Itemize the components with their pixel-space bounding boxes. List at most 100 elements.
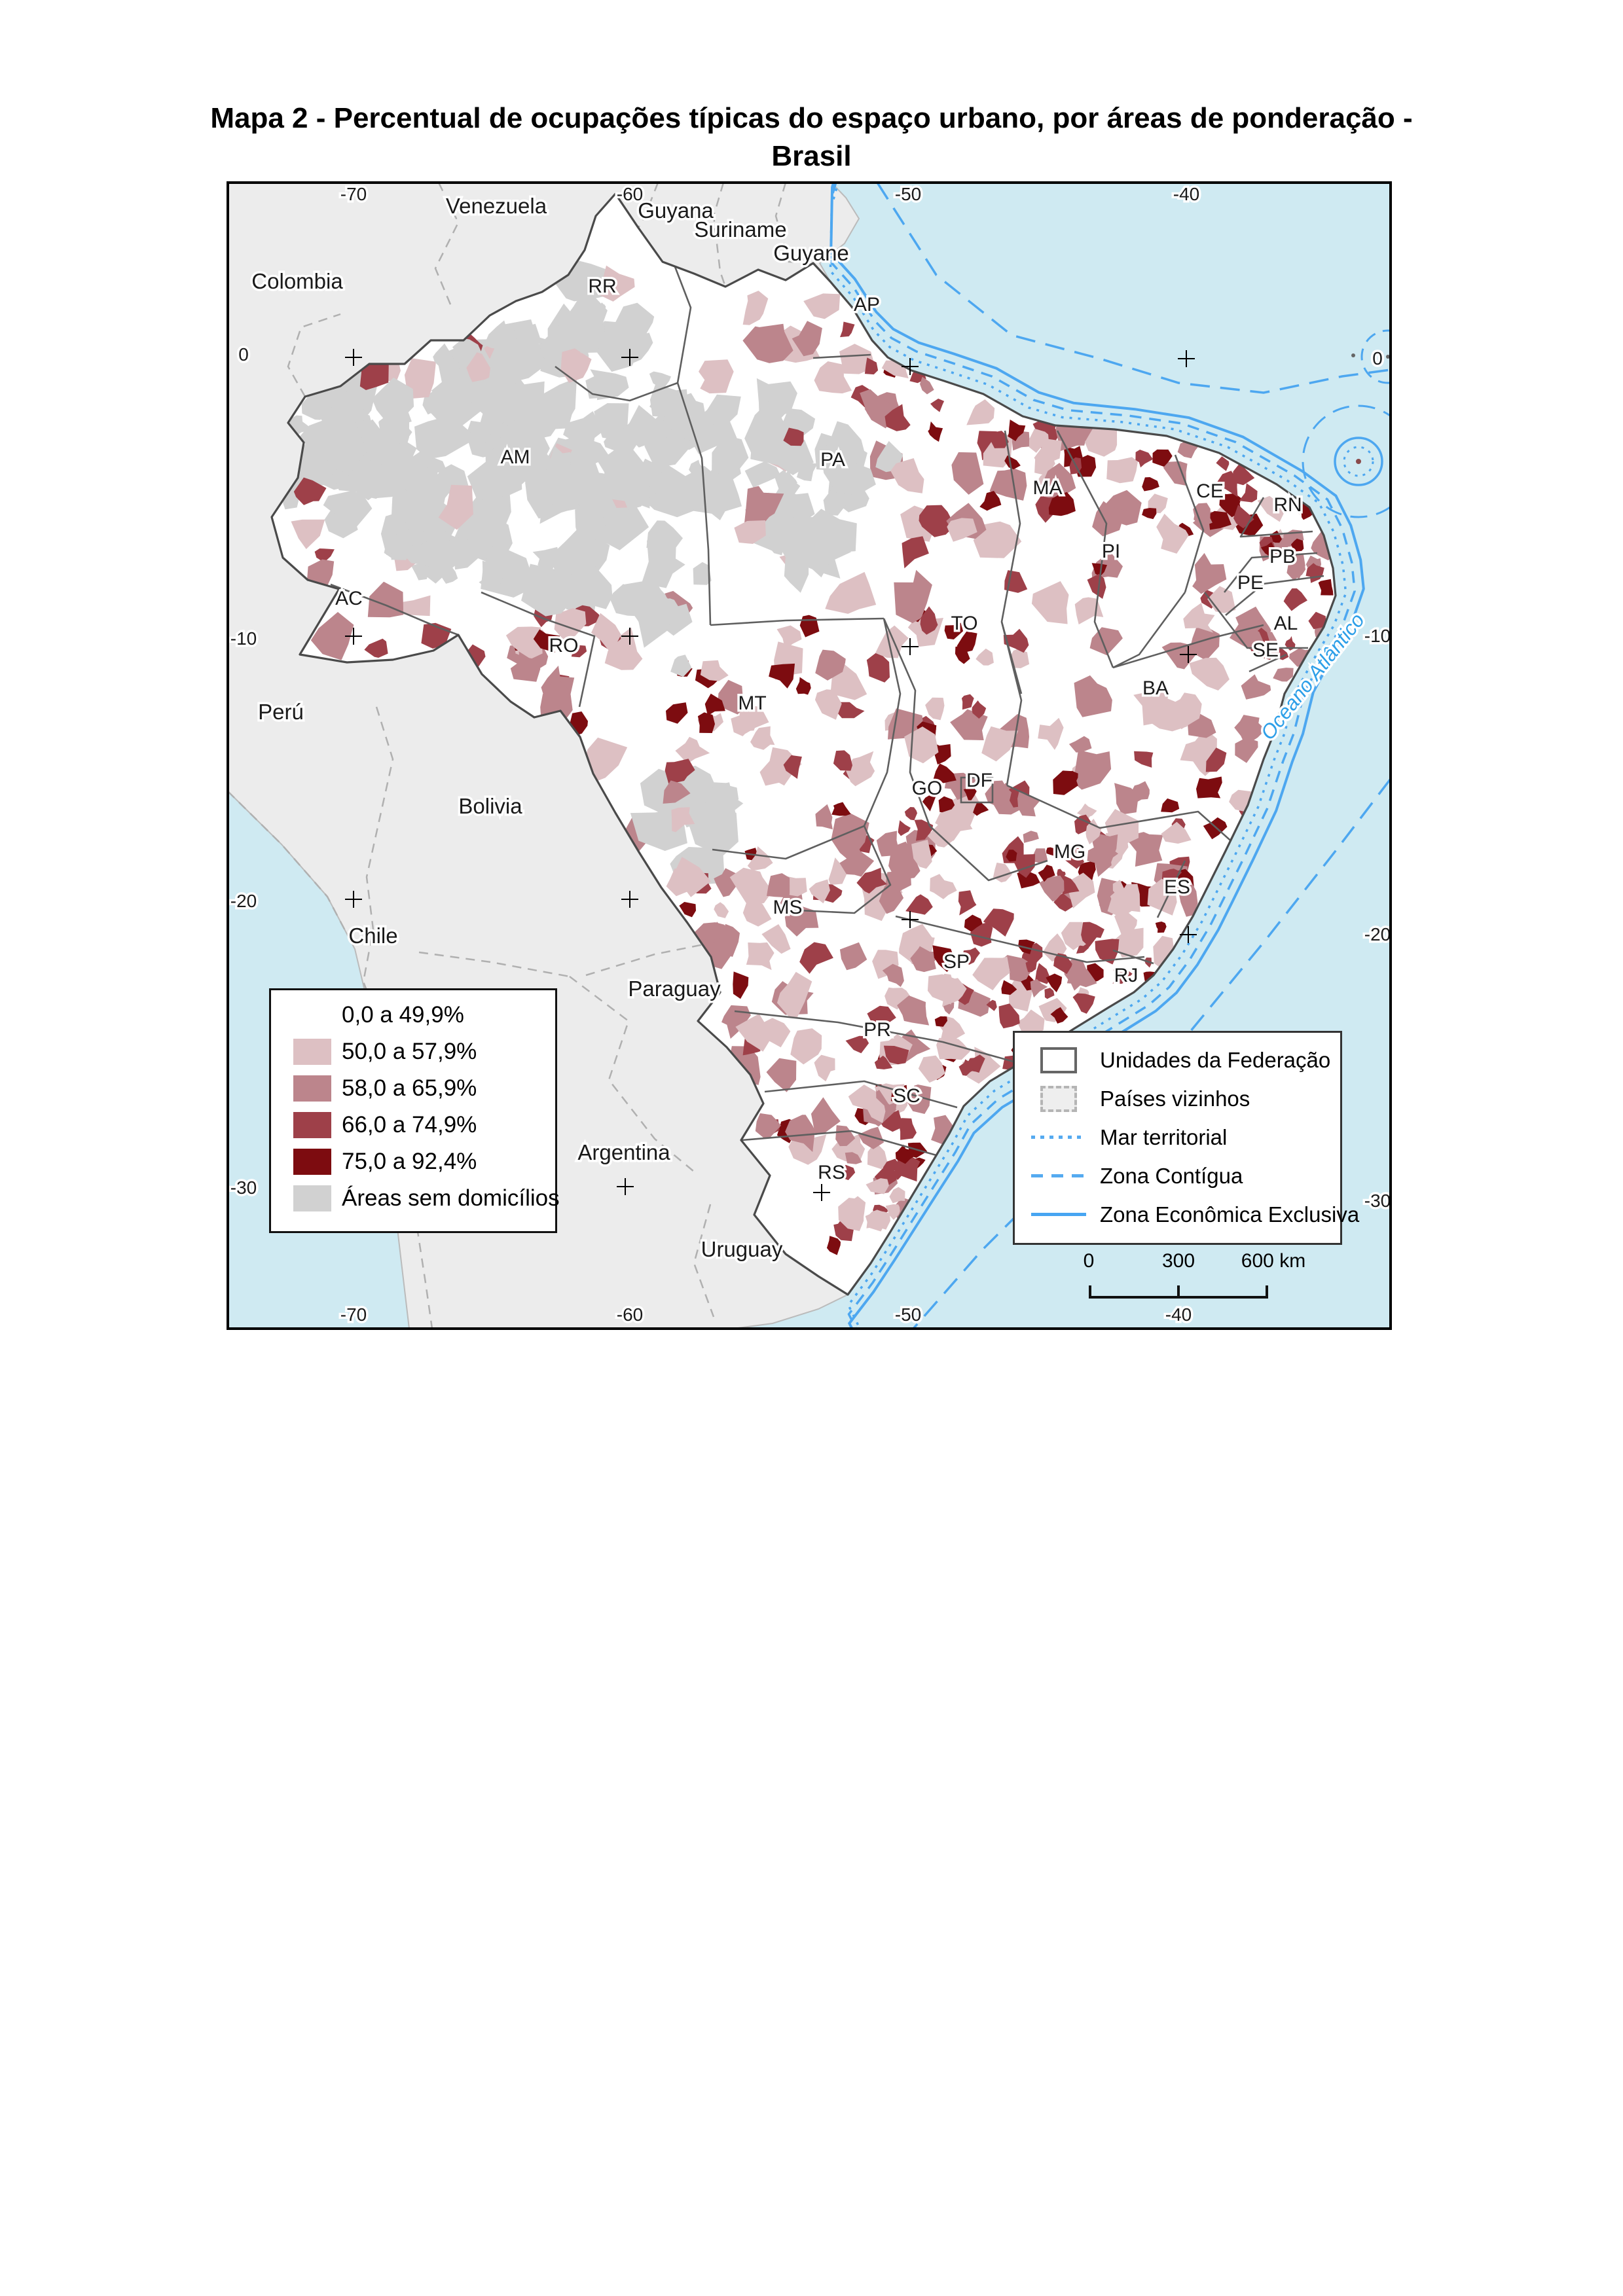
legend-class-label: 75,0 a 92,4% — [342, 1149, 477, 1174]
legend-feature-row: Zona Econômica Exclusiva — [1015, 1195, 1359, 1234]
legend-class-label: 58,0 a 65,9% — [342, 1075, 477, 1101]
state-label-sc: SC — [893, 1085, 921, 1107]
country-border — [287, 313, 341, 397]
country-border — [362, 706, 433, 1329]
zee-outer-line-north — [876, 183, 1391, 394]
scale-tick — [1089, 1285, 1091, 1296]
map-frame — [227, 181, 1392, 1330]
graticule-cross — [1180, 646, 1197, 663]
state-label-to: TO — [951, 613, 977, 634]
longitude-label: -60 — [617, 184, 643, 204]
latitude-label: -10 — [1364, 626, 1391, 646]
scale-number: 0 — [1083, 1250, 1095, 1272]
country-border — [585, 941, 714, 977]
legend-feature-row: Países vizinhos — [1015, 1079, 1340, 1118]
legend-class-row: 75,0 a 92,4% — [271, 1143, 555, 1180]
country-label-suriname: Suriname — [694, 217, 786, 242]
legend-feature-sample-rect-solid — [1029, 1047, 1088, 1073]
graticule-cross — [902, 638, 919, 655]
graticule-cross — [345, 891, 362, 908]
country-label-paraguay: Paraguay — [628, 977, 721, 1001]
state-label-ro: RO — [549, 635, 579, 656]
latitude-label: -30 — [1364, 1191, 1391, 1211]
legend-class-swatch — [293, 1185, 331, 1211]
state-label-ba: BA — [1142, 677, 1169, 699]
state-border — [1056, 430, 1114, 668]
brazil-border — [270, 192, 1337, 1296]
legend-class-label: 50,0 a 57,9% — [342, 1039, 477, 1064]
state-border — [676, 382, 712, 626]
state-border — [330, 583, 459, 636]
state-border — [929, 825, 1048, 882]
island-zone-ring — [1302, 404, 1391, 518]
legend-feature-sample-line-dotted — [1029, 1136, 1088, 1139]
latitude-label: -20 — [1364, 924, 1391, 944]
state-label-rr: RR — [588, 276, 616, 297]
graticule-cross — [1180, 926, 1197, 943]
state-border — [895, 915, 1145, 963]
state-border — [710, 617, 884, 626]
state-border — [812, 353, 871, 359]
latitude-label: 0 — [238, 344, 249, 365]
legend-feature-row: Unidades da Federação — [1015, 1041, 1340, 1079]
state-border — [1112, 592, 1186, 669]
state-border — [1112, 624, 1264, 669]
state-border — [1249, 653, 1287, 673]
latitude-label: -30 — [230, 1177, 257, 1198]
country-border — [693, 1204, 715, 1318]
legend-feature-label: Zona Econômica Exclusiva — [1100, 1202, 1360, 1227]
state-border — [555, 264, 692, 402]
state-label-go: GO — [912, 778, 943, 799]
graticule-cross — [902, 911, 919, 928]
state-label-rn: RN — [1273, 494, 1302, 516]
state-border — [785, 825, 892, 914]
zee-line — [830, 183, 1365, 1329]
legend-class-row: Áreas sem domicílios — [271, 1180, 560, 1217]
state-label-am: AM — [501, 446, 530, 468]
scale-number: 600 km — [1241, 1250, 1306, 1272]
state-label-pa: PA — [820, 449, 845, 471]
country-label-venezuela: Venezuela — [446, 194, 547, 218]
legend-feature-row: Zona Contígua — [1015, 1157, 1340, 1195]
graticule-cross — [621, 349, 638, 366]
state-label-ap: AP — [854, 294, 880, 315]
mar-territorial-line — [829, 183, 1347, 1329]
state-label-pi: PI — [1102, 541, 1120, 562]
country-border — [569, 976, 695, 1172]
island-zone-ring — [1343, 446, 1374, 477]
legend-class-swatch — [293, 1075, 331, 1102]
state-label-rj: RJ — [1114, 965, 1139, 986]
state-label-pr: PR — [864, 1019, 891, 1041]
state-label-al: AL — [1274, 613, 1298, 634]
state-border — [883, 618, 931, 827]
island-zone-ring — [1334, 437, 1383, 486]
choropleth-legend: 0,0 a 49,9% 50,0 a 57,9% 58,0 a 65,9% 66,0 … — [269, 988, 560, 1233]
country-label-uruguay: Uruguay — [701, 1237, 783, 1261]
legend-class-swatch — [293, 1112, 331, 1138]
country-label-colombia: Colombia — [251, 269, 343, 293]
graticule-cross — [1178, 350, 1195, 367]
legend-feature-label: Países vizinhos — [1100, 1086, 1250, 1111]
country-label-bolivia: Bolivia — [458, 794, 522, 818]
scale-tick — [1266, 1285, 1268, 1296]
state-label-sp: SP — [943, 951, 970, 973]
longitude-label: -70 — [340, 1304, 367, 1325]
legend-class-row: 50,0 a 57,9% — [271, 1033, 555, 1070]
country-label-guyane: Guyane — [773, 241, 849, 265]
state-border — [734, 1010, 1014, 1063]
graticule-cross — [621, 891, 638, 908]
legend-class-label: 66,0 a 74,9% — [342, 1112, 477, 1138]
state-border — [1225, 575, 1324, 617]
state-label-ac: AC — [335, 588, 363, 609]
country-border — [637, 183, 659, 228]
state-label-pe: PE — [1237, 572, 1264, 594]
country-border — [434, 183, 460, 308]
state-label-ce: CE — [1196, 480, 1224, 502]
state-border — [1203, 592, 1308, 649]
graticule-cross — [902, 358, 919, 375]
state-border — [863, 618, 902, 827]
graticule-cross — [813, 1184, 830, 1201]
country-border — [712, 183, 727, 287]
